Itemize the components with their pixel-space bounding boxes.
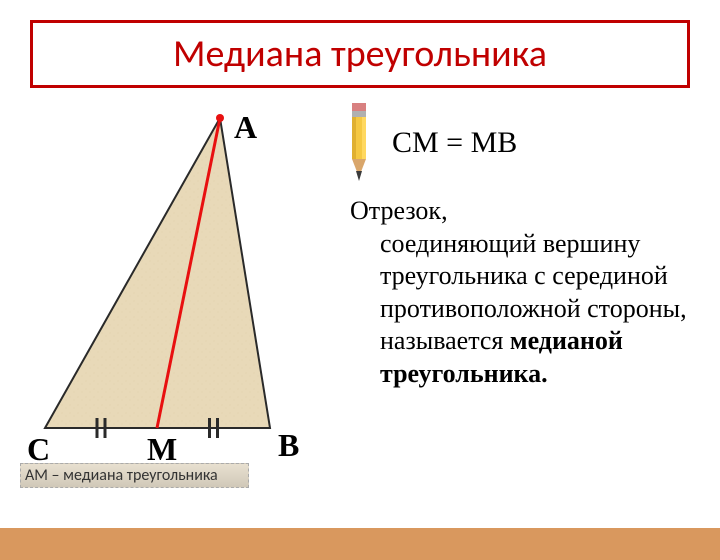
footer-band <box>0 528 720 560</box>
diagram-caption: АМ – медиана треугольника <box>20 463 249 488</box>
equation-row: СМ = МВ <box>340 103 700 183</box>
label-a: А <box>234 109 257 145</box>
triangle-shape <box>45 118 270 428</box>
pencil-icon <box>340 103 378 183</box>
page-title: Медиана треугольника <box>53 31 667 77</box>
label-m: М <box>147 431 177 467</box>
label-b: В <box>278 427 299 463</box>
title-box: Медиана треугольника <box>30 20 690 88</box>
definition-line1: Отрезок, <box>350 196 448 225</box>
definition-text: Отрезок, соединяющий вершину треугольник… <box>340 195 700 390</box>
text-column: СМ = МВ Отрезок, соединяющий вершину тре… <box>330 98 700 488</box>
triangle-diagram: А С М В <box>20 98 320 468</box>
caption-prefix: АМ <box>25 466 48 485</box>
equation-text: СМ = МВ <box>392 126 517 160</box>
caption-rest: – медиана треугольника <box>48 466 218 485</box>
diagram-column: А С М В АМ – медиана треугольника <box>20 98 330 488</box>
vertex-a-dot <box>216 114 224 122</box>
content-area: А С М В АМ – медиана треугольника СМ = М… <box>0 98 720 488</box>
label-c: С <box>27 431 50 467</box>
